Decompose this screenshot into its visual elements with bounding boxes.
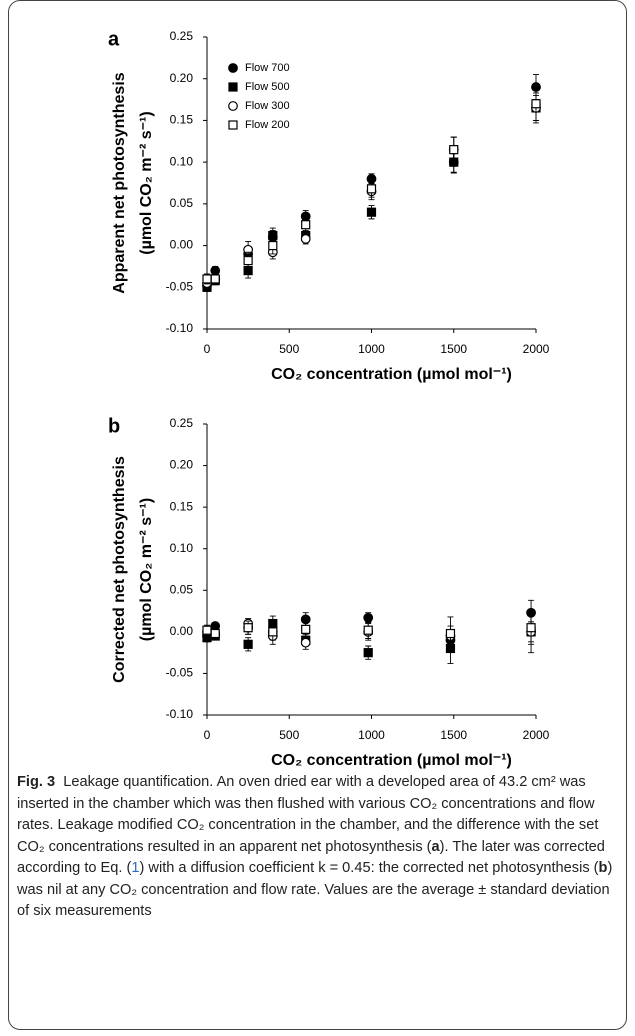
x-tick-label: 1000 [358, 342, 385, 356]
marker [363, 612, 374, 623]
marker [243, 255, 253, 266]
x-tick-label: 2000 [523, 342, 550, 356]
x-tick-label: 500 [279, 342, 299, 356]
marker [363, 648, 373, 658]
marker [202, 625, 212, 635]
marker [301, 220, 311, 230]
y-tick-label: 0.05 [170, 196, 194, 210]
marker [526, 623, 536, 633]
y-axis-units: (µmol CO₂ m⁻² s⁻¹) [138, 111, 155, 254]
legend-label: Flow 500 [245, 81, 290, 93]
x-tick-label: 2000 [523, 728, 550, 742]
x-tick-label: 1000 [358, 728, 385, 742]
y-tick-label: 0.00 [170, 238, 194, 252]
y-axis-units: (µmol CO₂ m⁻² s⁻¹) [138, 498, 155, 641]
marker [363, 625, 373, 635]
panel-label: b [108, 415, 120, 437]
marker [268, 240, 278, 251]
equation-link[interactable]: 1 [131, 860, 140, 876]
panel-label: a [108, 28, 120, 50]
caption-ref: b [598, 860, 608, 876]
y-tick-label: 0.20 [170, 71, 194, 85]
caption-text: ). The later was corrected according to … [17, 838, 605, 877]
marker [449, 145, 459, 155]
marker [531, 99, 541, 109]
legend-label: Flow 700 [245, 62, 290, 74]
legend-label: Flow 300 [245, 100, 290, 112]
marker [366, 207, 377, 217]
y-tick-label: -0.05 [166, 279, 194, 293]
caption-text: ) with a diffusion coefficient k = 0.45:… [139, 860, 599, 876]
marker [210, 274, 220, 284]
legend-marker [228, 101, 238, 111]
legend-marker [228, 120, 238, 130]
marker [300, 637, 311, 648]
marker [301, 624, 311, 634]
x-axis-title: CO₂ concentration (µmol mol⁻¹) [271, 366, 512, 383]
marker [268, 627, 278, 637]
x-tick-label: 1500 [440, 728, 467, 742]
figure: 0.25 0.20 0.15 0.10 0.05 0.00 -0.05 -0.10 0 500 10… [108, 28, 550, 769]
marker [445, 628, 456, 639]
y-tick-label: 0.20 [170, 458, 194, 472]
y-tick-label: 0.05 [170, 582, 194, 596]
y-tick-label: -0.05 [166, 666, 194, 680]
caption-ref: a [431, 838, 440, 855]
figure-frame [8, 0, 627, 1030]
y-tick-label: -0.10 [166, 321, 194, 335]
x-axis-title: CO₂ concentration (µmol mol⁻¹) [271, 752, 512, 769]
y-tick-label: 0.15 [170, 113, 194, 127]
y-axis-title: Apparent net photosynthesis [111, 72, 128, 293]
caption-text: Leakage quantification. An oven dried ea… [17, 774, 599, 855]
y-tick-label: 0.10 [170, 541, 194, 555]
marker [366, 184, 377, 194]
x-tick-label: 1500 [440, 342, 467, 356]
marker [210, 265, 221, 276]
y-tick-label: 0.25 [170, 29, 194, 43]
legend-label: Flow 200 [245, 119, 290, 131]
y-tick-label: -0.10 [166, 707, 194, 721]
marker [243, 623, 253, 633]
caption-text: ) was nil at any CO₂ concentration and f… [17, 860, 613, 919]
legend-marker [228, 63, 238, 73]
y-tick-label: 0.10 [170, 154, 194, 168]
y-tick-label: 0.15 [170, 499, 194, 513]
x-tick-label: 0 [204, 728, 211, 742]
y-tick-label: 0.25 [170, 416, 194, 430]
caption: Fig. 3 Leakage quantification. An oven d… [17, 772, 617, 923]
marker [300, 233, 311, 244]
marker [210, 628, 220, 639]
x-tick-label: 500 [279, 728, 299, 742]
caption-label: Fig. 3 [17, 774, 56, 790]
x-tick-label: 0 [204, 342, 211, 356]
marker [243, 639, 253, 649]
y-axis-title: Corrected net photosynthesis [111, 456, 128, 683]
legend-marker [228, 82, 238, 92]
y-tick-label: 0.00 [170, 624, 194, 638]
marker [202, 274, 212, 284]
